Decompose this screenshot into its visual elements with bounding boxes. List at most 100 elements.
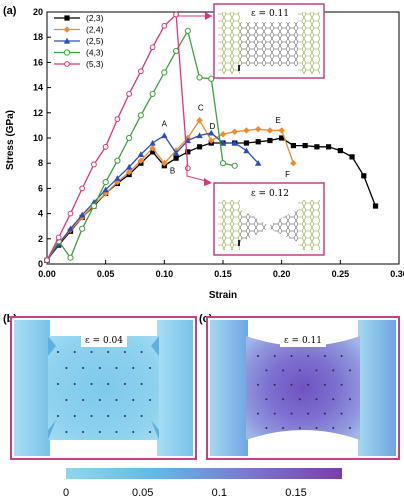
atom-dot (132, 431, 135, 433)
inset-bottom-marker (238, 240, 240, 246)
data-point (184, 165, 191, 172)
atom-dot (98, 367, 101, 369)
data-point (126, 91, 133, 97)
atom-dot (98, 399, 101, 401)
legend-label: (5,3) (86, 59, 104, 69)
data-point (102, 179, 109, 186)
panel-b-label-bg (81, 333, 127, 347)
data-point (196, 144, 203, 150)
atom-dot (298, 369, 301, 372)
inset-bottom-left-electrode (218, 200, 240, 250)
point-label: C (198, 103, 204, 112)
panel-b-right-electrode (157, 320, 193, 456)
inset-top-label-bg (248, 7, 292, 19)
atom-dot (140, 383, 143, 385)
y-axis-title: Stress (GPa) (5, 110, 16, 170)
y-tick-label: 16 (33, 57, 43, 67)
data-point (208, 137, 215, 144)
legend-entry: (2,3) (54, 13, 104, 23)
atom-dot (307, 412, 310, 415)
x-axis-title: Strain (209, 290, 237, 301)
data-point (44, 257, 50, 264)
atom-dot (82, 431, 85, 433)
x-tick-label: 0.25 (332, 269, 350, 279)
data-point (114, 157, 121, 164)
data-point (173, 155, 179, 161)
atom-dot (257, 412, 259, 415)
data-point (255, 125, 262, 133)
data-point (125, 163, 133, 170)
y-axis-ticks: 0 2 4 6 8 10 12 14 16 18 20 (33, 7, 51, 269)
data-point (161, 160, 168, 167)
atom-dot (115, 399, 118, 401)
atom-dot (257, 355, 259, 357)
data-point (184, 27, 191, 34)
data-point (255, 139, 261, 145)
y-tick-label: 4 (38, 209, 43, 219)
atom-dot (107, 351, 110, 353)
atom-dot (273, 412, 276, 415)
data-point (231, 128, 238, 135)
data-point (91, 161, 97, 168)
point-label: A (162, 120, 168, 129)
x-tick-label: 0.10 (156, 269, 174, 279)
data-point (102, 143, 109, 150)
colorbar-tick-label: 0.1 (212, 487, 227, 499)
y-tick-label: 14 (33, 83, 43, 93)
data-point (278, 127, 285, 134)
legend-entry: (2,4) (54, 25, 104, 35)
inset-bottom: ε = 0.12 (186, 164, 325, 256)
inset-top-left-electrode (218, 12, 240, 74)
atom-dot (115, 367, 118, 369)
series-4 (44, 11, 191, 264)
x-tick-label: 0.00 (38, 269, 56, 279)
data-point (102, 190, 109, 197)
legend-label: (2,4) (86, 25, 104, 35)
inset-bottom-right-electrode (298, 200, 320, 250)
atom-dot (340, 355, 343, 357)
data-point (79, 211, 86, 218)
atom-dot (332, 398, 335, 401)
atom-dot (340, 412, 343, 415)
atom-dot (290, 355, 293, 357)
inset-top: ε = 0.11 (177, 3, 325, 79)
data-point (161, 69, 168, 76)
panel-b-atoms (57, 351, 151, 433)
data-point (208, 75, 215, 82)
atom-dot (82, 399, 85, 401)
point-label: D (210, 122, 216, 131)
y-tick-label: 18 (33, 32, 43, 42)
atom-dot (273, 383, 276, 386)
data-point (314, 144, 320, 150)
atom-dot (265, 398, 268, 401)
contour-panel-b: (b) ε = 0.04 (3, 313, 197, 460)
data-point (67, 225, 74, 232)
data-point (161, 22, 168, 29)
atom-dot (282, 369, 285, 372)
atom-dot (307, 355, 310, 357)
legend-swatch-marker (63, 37, 71, 44)
atom-dot (73, 415, 76, 417)
inset-top-lattice (240, 22, 298, 66)
colorbar-tick-label: 0.15 (285, 487, 306, 499)
data-point (243, 147, 250, 154)
data-point (79, 225, 86, 232)
legend: (2,3) (2,4)(2,5) (4,3)(5,3) (54, 13, 104, 69)
inset-bottom-necked-lattice (240, 210, 298, 242)
data-point (372, 203, 379, 209)
atom-dot (332, 427, 335, 429)
inset-top-marker (238, 65, 240, 71)
data-point (243, 140, 250, 146)
data-point (208, 129, 215, 136)
atom-dot (90, 351, 93, 353)
atom-dot (98, 431, 101, 433)
x-tick-label: 0.15 (214, 269, 232, 279)
data-point (67, 210, 74, 217)
atom-dot (149, 431, 151, 433)
atom-dot (290, 383, 293, 386)
data-point (137, 112, 144, 119)
legend-label: (2,3) (86, 13, 104, 23)
atom-dot (282, 398, 285, 401)
atom-dot (57, 383, 59, 385)
inset-bottom-arrowhead (204, 178, 212, 186)
